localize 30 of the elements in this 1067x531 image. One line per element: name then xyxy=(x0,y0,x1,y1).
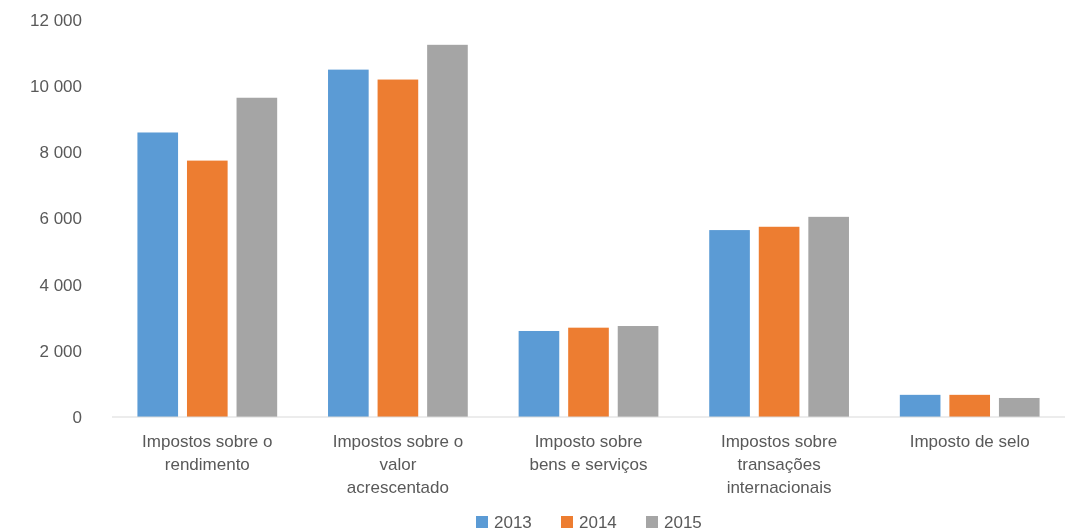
y-tick-label: 4 000 xyxy=(39,275,82,295)
bar xyxy=(899,394,941,417)
bar xyxy=(808,216,849,417)
x-tick-label: Impostos sobre transações internacionais xyxy=(720,432,838,497)
bar xyxy=(709,230,750,417)
bar xyxy=(186,160,228,417)
legend-label: 2014 xyxy=(579,512,617,531)
y-tick-label: 6 000 xyxy=(39,209,82,229)
bar xyxy=(328,69,369,417)
bar xyxy=(617,326,659,417)
y-tick-label: 0 xyxy=(72,407,82,427)
bar xyxy=(377,79,419,417)
bar xyxy=(949,394,991,417)
y-tick-label: 12 000 xyxy=(30,10,82,30)
bar xyxy=(137,132,179,417)
bar xyxy=(998,397,1040,417)
x-tick-label: Impostos sobre o rendimento xyxy=(142,432,273,474)
x-tick-label: Imposto de selo xyxy=(909,432,1030,451)
bar xyxy=(236,97,278,417)
x-tick-label: Impostos sobre o valor acrescentado xyxy=(332,432,464,497)
bar xyxy=(427,44,468,417)
bar xyxy=(518,330,560,417)
y-tick-label: 8 000 xyxy=(39,143,82,163)
y-tick-label: 2 000 xyxy=(39,341,82,361)
x-tick-label: Imposto sobre bens e serviços xyxy=(529,432,648,474)
bar xyxy=(568,327,609,417)
legend-label: 2013 xyxy=(494,512,532,531)
y-tick-label: 10 000 xyxy=(30,77,82,97)
bar xyxy=(758,226,800,417)
legend-label: 2015 xyxy=(664,512,702,531)
